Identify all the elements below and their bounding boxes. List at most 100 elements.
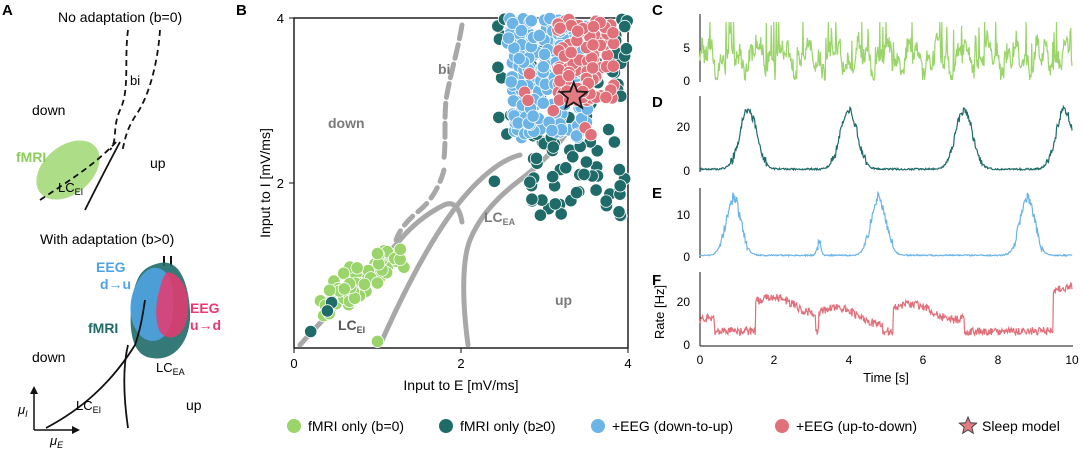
panel-a: A No adaptation (b=0) bi down up fMRI LC…	[2, 2, 221, 450]
panel-a-mu-e: μE	[49, 433, 64, 450]
panel-a-top-fmri: fMRI	[16, 149, 46, 165]
eeg-up-down-point	[599, 90, 613, 105]
fmri-bge0-point	[590, 144, 604, 158]
legend-sleep-model-star	[958, 415, 978, 435]
x-tick-label: 2	[457, 356, 464, 371]
legend-fmri-b0-marker	[287, 419, 301, 433]
bistable-right-boundary	[121, 29, 161, 153]
panel-b: B down up bi LCEA LCEI 0 2 4 2 4 Input t…	[236, 2, 634, 393]
lc-ei-bottom-line	[45, 299, 146, 429]
x-tick-label: 0	[290, 356, 297, 371]
eeg-down-up-point	[506, 16, 520, 31]
fmri-bge0-point	[487, 174, 501, 188]
panel-a-eeg-du-line1: EEG	[96, 259, 126, 275]
fmri-bge0-point	[529, 151, 544, 165]
fmri-bge0-point	[619, 42, 634, 56]
fmri-bge0-point	[613, 179, 627, 193]
panel-a-top-up: up	[150, 155, 166, 171]
panel-c-letter: C	[652, 2, 663, 19]
d-y-tick: 0	[683, 164, 690, 178]
panel-a-bottom-fmri: fMRI	[88, 320, 118, 336]
fmri-bge0-point	[525, 192, 539, 206]
eeg-down-up-point	[569, 129, 584, 143]
eeg-down-up-point	[532, 28, 546, 43]
panel-b-letter: B	[236, 2, 247, 19]
eeg-down-up-point	[536, 60, 551, 74]
fmri-bge0-point	[523, 175, 537, 189]
panel-e: E 10 0	[652, 185, 1073, 264]
legend-eeg-ud-label: +EEG (up-to-down)	[796, 418, 917, 434]
fmri-bge0-point	[618, 19, 632, 34]
eeg-up-down-point	[606, 59, 620, 73]
trace-e	[699, 190, 1073, 258]
panel-a-eeg-du-line2: d→u	[100, 276, 131, 292]
panel-a-bottom-title: With adaptation (b>0)	[40, 231, 174, 247]
fmri-bge0-point	[589, 183, 603, 197]
eeg-up-down-region	[156, 272, 189, 338]
legend-eeg-du-label: +EEG (down-to-up)	[612, 418, 733, 434]
scatter-points	[304, 11, 634, 348]
eeg-down-up-point	[504, 75, 518, 89]
lc-ea-left-line	[377, 152, 523, 348]
x-tick-label: 4	[624, 356, 631, 371]
fmri-bge0-point	[612, 205, 626, 219]
lc-ea-bottom-line	[123, 344, 129, 429]
fmri-b0-point	[370, 334, 385, 348]
panel-e-letter: E	[652, 185, 662, 202]
panel-d-letter: D	[652, 94, 663, 111]
eeg-up-down-point	[553, 21, 567, 35]
panel-a-eeg-ud-line2: u→d	[190, 317, 221, 333]
time-tick-label: 0	[697, 353, 704, 367]
time-tick-label: 8	[995, 353, 1002, 367]
fmri-bge0-point	[607, 135, 622, 149]
eeg-up-down-point	[606, 26, 620, 40]
bistable-boundary-line	[441, 22, 465, 161]
c-y-tick: 0	[683, 74, 690, 88]
legend-fmri-bge0-label: fMRI only (b≥0)	[460, 418, 556, 434]
eeg-up-down-point	[586, 20, 601, 34]
eeg-up-down-point	[586, 38, 600, 52]
fmri-bge0-point	[579, 155, 594, 169]
bistable-left-boundary	[109, 29, 129, 151]
panel-d: D 20 0	[652, 94, 1073, 178]
e-y-tick: 0	[683, 250, 690, 264]
eeg-down-up-point	[545, 124, 559, 138]
y-axis-label: Input to I [mV/ms]	[257, 128, 273, 238]
mu-i-arrowhead	[30, 386, 38, 394]
fmri-bge0-point	[554, 207, 568, 221]
fmri-b0-point	[370, 247, 385, 261]
panel-c: C 5 0	[652, 2, 1073, 88]
trace-d	[699, 104, 1073, 172]
legend-sleep-model-label: Sleep model	[982, 418, 1060, 434]
eeg-down-up-point	[536, 96, 550, 110]
y-tick-label: 4	[277, 11, 284, 26]
panel-a-lc-ea: LCEA	[156, 360, 185, 377]
panel-a-mu-i: μI	[17, 402, 28, 419]
fmri-bge0-point	[491, 60, 505, 74]
time-tick-label: 4	[846, 353, 853, 367]
eeg-up-down-point	[564, 45, 578, 60]
bistable-lower-line	[393, 167, 447, 243]
panel-a-letter: A	[2, 2, 13, 19]
time-axis-label: Time [s]	[863, 370, 909, 385]
fmri-bge0-point	[548, 197, 562, 211]
lc-ei-dashed-top	[39, 139, 119, 201]
panel-a-top-title: No adaptation (b=0)	[58, 9, 182, 25]
fmri-b0-point	[350, 261, 364, 275]
panel-a-top-bi: bi	[130, 73, 140, 88]
eeg-down-up-point	[514, 24, 529, 38]
c-y-tick: 5	[683, 41, 690, 55]
fmri-bge0-point	[304, 324, 318, 339]
fmri-bge0-point	[599, 194, 613, 208]
fmri-bge0-point	[559, 161, 573, 175]
eeg-down-up-point	[501, 31, 516, 45]
legend-fmri-bge0-marker	[439, 419, 453, 433]
fmri-bge0-point	[566, 150, 580, 164]
panel-a-top-lc: LCEI	[58, 180, 83, 197]
x-axis-label: Input to E [mV/ms]	[403, 377, 518, 393]
fmri-bge0-point	[492, 110, 506, 125]
fmri-bge0-point	[577, 167, 591, 181]
fmri-b0-point	[393, 242, 407, 256]
rate-axis-label: Rate [Hz]	[652, 285, 667, 339]
